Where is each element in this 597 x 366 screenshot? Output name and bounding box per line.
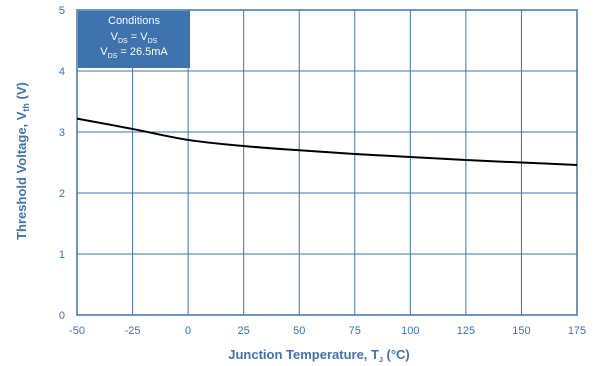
x-tick-label-2: 0	[185, 325, 191, 337]
x-tick-label-7: 125	[457, 325, 475, 337]
y-tick-label-0: 0	[59, 310, 65, 322]
x-tick-label-8: 150	[512, 325, 530, 337]
x-tick-label-3: 25	[238, 325, 250, 337]
x-axis-title: Junction Temperature, TJ (°C)	[228, 347, 410, 364]
y-tick-label-2: 2	[59, 188, 65, 200]
conditions-box-bg	[78, 11, 190, 68]
x-tick-labels: -50 -25 0 25 50 75 100 125 150 175	[69, 325, 586, 337]
conditions-line-1: VDS = VDS	[111, 31, 158, 45]
x-tick-label-9: 175	[568, 325, 586, 337]
x-tick-label-0: -50	[69, 325, 85, 337]
conditions-title: Conditions	[108, 15, 160, 27]
y-axis-title: Threshold Voltage, Vth (V)	[14, 82, 31, 240]
y-tick-label-4: 4	[59, 66, 65, 78]
x-tick-label-5: 75	[349, 325, 361, 337]
series-line	[76, 117, 578, 166]
x-tick-label-4: 50	[293, 325, 305, 337]
conditions-line-2: VDS = 26.5mA	[100, 46, 168, 60]
y-tick-label-5: 5	[59, 5, 65, 17]
x-tick-label-6: 100	[401, 325, 419, 337]
plot-frame	[76, 9, 578, 316]
y-tick-labels: 0 1 2 3 4 5	[59, 5, 65, 322]
y-tick-label-3: 3	[59, 127, 65, 139]
x-tick-label-1: -25	[125, 325, 141, 337]
y-tick-label-1: 1	[59, 249, 65, 261]
